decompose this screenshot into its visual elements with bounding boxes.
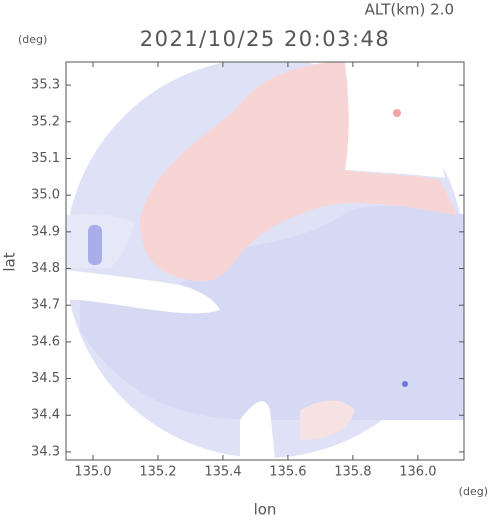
x-axis-label: lon — [254, 501, 277, 519]
no-echo — [240, 401, 275, 460]
y-tick-label: 34.7 — [31, 298, 60, 313]
y-axis-label: lat — [1, 252, 19, 271]
y-tick-label: 34.6 — [31, 334, 60, 349]
y-tick-label: 35.0 — [31, 188, 60, 203]
y-tick-label: 35.2 — [31, 114, 60, 129]
y-tick-label: 34.3 — [31, 444, 60, 459]
x-unit: (deg) — [459, 485, 488, 498]
x-tick-label: 135.8 — [334, 465, 371, 480]
no-echo — [345, 62, 445, 178]
blue-spot — [402, 381, 408, 387]
pink-region — [140, 62, 456, 282]
y-unit: (deg) — [18, 33, 47, 46]
y-tick-label: 34.4 — [31, 408, 60, 423]
x-tick-label: 135.6 — [269, 465, 306, 480]
x-tick-label: 136.0 — [399, 465, 436, 480]
x-tick-label: 135.0 — [74, 465, 111, 480]
altitude-label: ALT(km) 2.0 — [365, 1, 454, 19]
radar-field — [66, 62, 464, 460]
blue-region — [80, 205, 464, 421]
y-tick-label: 35.3 — [31, 78, 60, 93]
blue-patch — [88, 225, 102, 265]
plot-frame — [65, 61, 465, 461]
y-tick-label: 35.1 — [31, 151, 60, 166]
x-tick-label: 135.2 — [139, 465, 176, 480]
x-tick-label: 135.4 — [204, 465, 241, 480]
pink-spot — [393, 109, 401, 117]
no-echo — [66, 270, 220, 314]
y-tick-label: 34.5 — [31, 371, 60, 386]
y-tick-label: 34.8 — [31, 261, 60, 276]
y-tick-label: 34.9 — [31, 224, 60, 239]
pink-patch — [300, 400, 355, 440]
chart-title: 2021/10/25 20:03:48 — [140, 27, 391, 51]
